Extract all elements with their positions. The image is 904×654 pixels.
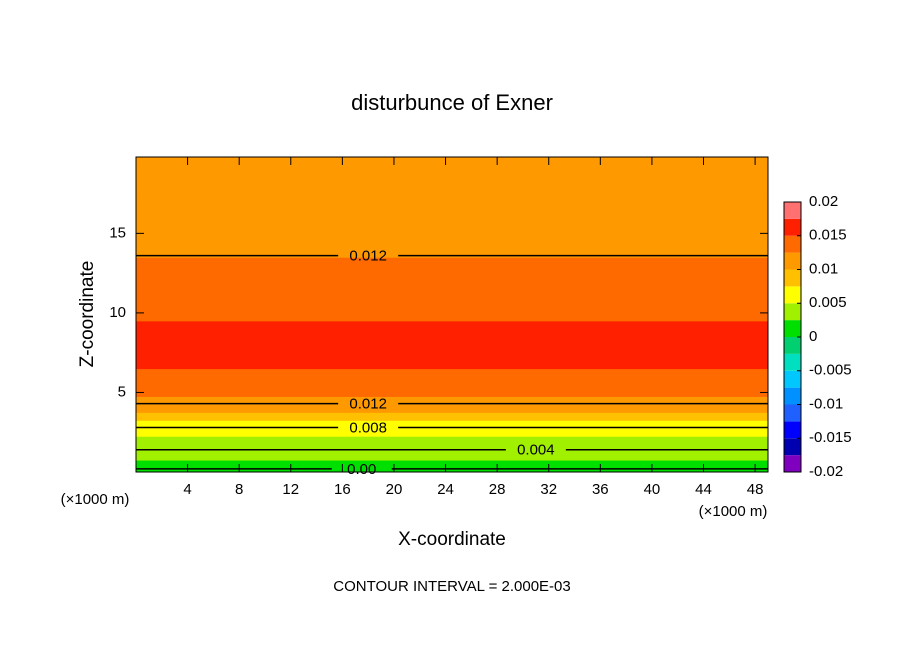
colorbar-tick-label: 0.02	[809, 193, 838, 210]
y-tick-label: 10	[109, 304, 126, 321]
contour-band	[136, 420, 768, 429]
colorbar-swatch	[784, 387, 801, 405]
contour-band	[136, 177, 768, 195]
contour-band	[136, 336, 768, 354]
contour-band	[136, 396, 768, 405]
plot-frame	[135, 156, 769, 473]
contour-band	[136, 289, 768, 306]
colorbar-swatch	[784, 421, 801, 439]
contour-band	[136, 225, 768, 242]
colorbar-tick-label: 0.01	[809, 260, 838, 277]
contour-label: 0.004	[517, 442, 555, 459]
colorbar-swatch	[784, 353, 801, 371]
colorbar-tick-label: -0.015	[809, 429, 852, 446]
y-tick-label: 15	[109, 224, 126, 241]
colorbar-tick-label: 0.005	[809, 294, 847, 311]
colorbar-swatch	[784, 370, 801, 388]
colorbar-swatch	[784, 404, 801, 422]
colorbar-swatch	[784, 252, 801, 270]
y-tick-label: 5	[118, 383, 126, 400]
x-tick-label: 20	[386, 481, 403, 498]
x-tick-label: 12	[282, 481, 299, 498]
x-tick-label: 48	[747, 481, 764, 498]
contour-band	[136, 460, 768, 469]
x-tick-label: 4	[183, 481, 191, 498]
contour-band	[136, 368, 768, 382]
y-axis-label: Z-coordinate	[77, 261, 98, 368]
x-tick-label: 28	[489, 481, 506, 498]
colorbar-tick-label: -0.005	[809, 362, 852, 379]
contour-band	[136, 304, 768, 322]
colorbar-swatch	[784, 438, 801, 456]
x-tick-label: 24	[437, 481, 454, 498]
colorbar-swatch	[784, 269, 801, 287]
colorbar-swatch	[784, 337, 801, 354]
contour-band	[136, 163, 768, 179]
x-tick-label: 32	[540, 481, 557, 498]
x-tick-label: 8	[235, 481, 243, 498]
contour-label: 0.00	[347, 461, 376, 478]
colorbar-tick-label: 0.015	[809, 227, 847, 244]
contour-band	[136, 412, 768, 421]
contour-band	[136, 209, 768, 226]
colorbar-swatch	[784, 235, 801, 253]
contour-band	[136, 388, 768, 397]
x-unit: (×1000 m)	[699, 503, 768, 520]
colorbar-swatch	[784, 218, 801, 236]
contour-band	[136, 352, 768, 370]
colorbar-swatch	[784, 320, 801, 337]
x-tick-label: 36	[592, 481, 609, 498]
footer-note: CONTOUR INTERVAL = 2.000E-03	[333, 578, 570, 595]
contour-band	[136, 157, 768, 164]
contour-band	[136, 257, 768, 274]
contour-band	[136, 444, 768, 453]
contour-band	[136, 241, 768, 258]
colorbar-swatch	[784, 286, 801, 304]
colorbar-swatch	[784, 303, 801, 321]
contour-label: 0.012	[349, 396, 387, 413]
chart-title: disturbunce of Exner	[351, 90, 553, 115]
contour-band	[136, 380, 768, 389]
colorbar-swatch	[784, 455, 801, 472]
contour-band	[136, 273, 768, 290]
contour-label: 0.012	[349, 248, 387, 265]
contour-band	[136, 468, 768, 473]
contour-band	[136, 436, 768, 445]
contour-band	[136, 193, 768, 210]
contour-band	[136, 428, 768, 437]
contour-label: 0.008	[349, 419, 387, 436]
colorbar-tick-label: 0	[809, 328, 817, 345]
contour-band	[136, 404, 768, 413]
x-tick-label: 16	[334, 481, 351, 498]
x-tick-label: 44	[695, 481, 712, 498]
x-tick-label: 40	[644, 481, 661, 498]
x-axis-label: X-coordinate	[398, 529, 506, 550]
contour-band	[136, 320, 768, 338]
colorbar-swatch	[784, 202, 801, 219]
contour-band	[136, 452, 768, 461]
colorbar-tick-label: -0.02	[809, 463, 843, 480]
y-unit: (×1000 m)	[61, 491, 130, 508]
colorbar-tick-label: -0.01	[809, 395, 843, 412]
